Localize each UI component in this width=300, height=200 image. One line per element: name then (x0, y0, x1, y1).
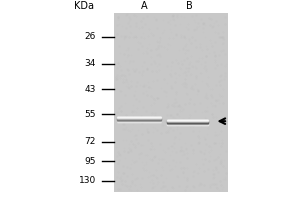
Text: 43: 43 (85, 85, 96, 94)
Text: KDa: KDa (74, 1, 94, 11)
Bar (114, 13, 228, 192)
Text: 95: 95 (85, 157, 96, 166)
Text: 55: 55 (85, 110, 96, 119)
Text: 72: 72 (85, 137, 96, 146)
Text: B: B (186, 1, 192, 11)
Text: 26: 26 (85, 32, 96, 41)
Text: A: A (141, 1, 147, 11)
Text: 34: 34 (85, 59, 96, 68)
Text: 130: 130 (79, 176, 96, 185)
